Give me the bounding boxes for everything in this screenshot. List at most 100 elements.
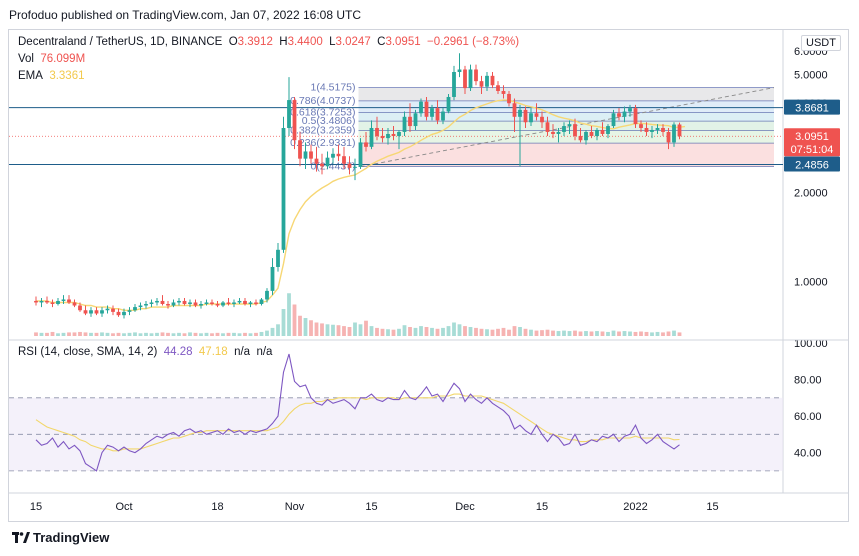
candle-body (166, 303, 170, 306)
candle-body (452, 72, 456, 97)
rsi-tick-label: 80.00 (794, 375, 822, 387)
volume-bar (369, 326, 374, 336)
fib-zone (358, 130, 774, 144)
time-tick-label: Nov (285, 501, 305, 513)
volume-bar (171, 333, 176, 336)
candle-body (562, 126, 566, 132)
volume-bar (358, 324, 363, 336)
price-tag-box (784, 156, 840, 172)
volume-bar (644, 331, 649, 336)
volume-bar (677, 332, 682, 336)
price-tag-box (784, 128, 840, 157)
candle-body (672, 124, 676, 143)
candle-body (127, 310, 132, 312)
volume-bar (45, 332, 49, 336)
volume-bar (364, 320, 368, 336)
candle-body (589, 131, 594, 137)
candle-body (358, 142, 363, 167)
volume-bar (50, 331, 55, 336)
candle-body (578, 136, 583, 141)
volume-bar (441, 327, 445, 336)
volume-bar (501, 327, 506, 336)
candle-body (457, 69, 462, 73)
candle-body (100, 310, 104, 314)
volume-legend: Vol 76.099M (18, 53, 85, 65)
fib-zone (358, 100, 774, 113)
ema-label: EMA (18, 70, 43, 82)
volume-bar (221, 333, 225, 336)
time-tick-label: 15 (706, 501, 718, 513)
volume-bar (100, 332, 104, 336)
volume-bar (94, 332, 99, 336)
time-tick-label: 2022 (623, 501, 647, 513)
candle-body (270, 266, 275, 291)
volume-bar (259, 331, 264, 336)
fib-zone (358, 87, 774, 101)
candle-body (584, 131, 588, 141)
candle-body (331, 153, 335, 158)
candle-body (666, 131, 671, 143)
price-tag-label: 2.4856 (795, 159, 829, 171)
high-label: H (279, 36, 288, 48)
high-value: 3.4400 (287, 36, 323, 48)
candle-body (149, 302, 154, 304)
candle-body (50, 302, 55, 304)
volume-bar (320, 323, 324, 336)
candle-body (430, 108, 434, 117)
candle-body (287, 100, 291, 128)
fib-level-label: 1(4.5175) (311, 82, 356, 94)
volume-bar (424, 327, 429, 336)
volume-bar (276, 324, 280, 336)
candle-body (243, 300, 247, 304)
volume-bar (446, 326, 451, 336)
volume-bar (518, 327, 522, 336)
volume-bar (617, 331, 621, 336)
volume-bar (292, 304, 297, 336)
candle-body (281, 127, 286, 250)
chart-frame (8, 29, 849, 522)
volume-bar (661, 332, 665, 336)
volume-bar (666, 331, 671, 336)
symbol-legend: Decentraland / TetherUS, 1D, BINANCE O3.… (18, 36, 519, 48)
candle-body (567, 124, 572, 127)
candle-body (633, 108, 638, 125)
volume-bar (199, 333, 203, 336)
volume-bar (567, 331, 572, 336)
candle-body (512, 103, 517, 117)
candle-body (160, 300, 165, 304)
volume-bar (655, 331, 660, 336)
currency-badge[interactable]: USDT (801, 35, 841, 51)
na-value-2: n/a (256, 346, 273, 358)
candle-body (265, 290, 269, 300)
volume-bar (474, 327, 478, 336)
price-tag: 2.4856 (784, 156, 840, 172)
candle-body (177, 300, 181, 303)
candle-body (375, 127, 379, 137)
candle-body (485, 75, 489, 87)
volume-bar (177, 332, 181, 336)
candle-body (600, 129, 605, 134)
volume-bar (413, 327, 418, 336)
tradingview-logo[interactable]: TradingView (12, 530, 109, 545)
volume-bar (237, 333, 242, 336)
candle-body (111, 308, 115, 312)
candle-body (628, 108, 632, 112)
candle-body (606, 126, 610, 134)
rsi-label: RSI (14, close, SMA, 14, 2) (18, 346, 158, 358)
volume-bar (556, 331, 561, 336)
volume-bar (127, 332, 132, 336)
volume-bar (402, 325, 407, 336)
open-value: 3.3912 (237, 36, 273, 48)
time-tick-label: 15 (536, 501, 548, 513)
published-caption: Profoduo published on TradingView.com, J… (9, 8, 362, 22)
candle-body (369, 127, 374, 147)
candle-body (237, 300, 242, 303)
candle-body (303, 151, 308, 159)
volume-bar (193, 332, 198, 336)
candle-body (540, 116, 544, 123)
candle-body (364, 142, 368, 147)
candle-body (397, 131, 401, 137)
candle-body (259, 299, 264, 304)
volume-bar (622, 331, 627, 336)
